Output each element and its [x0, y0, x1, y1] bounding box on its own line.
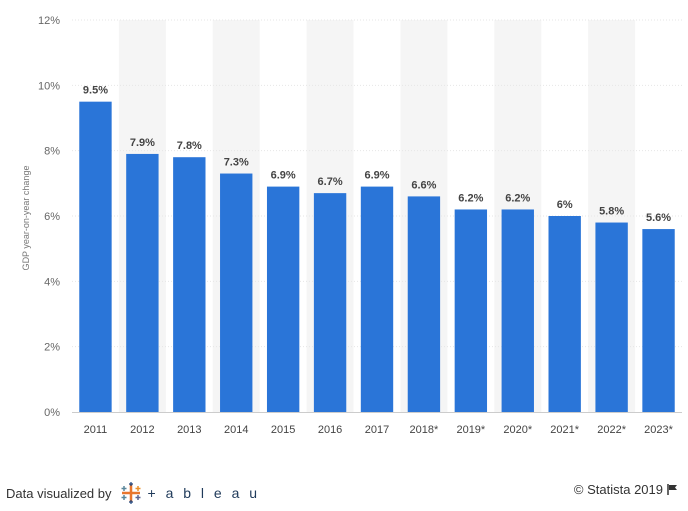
data-label: 6.7%: [318, 176, 343, 188]
bar: [79, 101, 112, 413]
bar: [548, 216, 581, 412]
data-label: 6.9%: [271, 170, 296, 182]
data-label: 9.5%: [83, 85, 108, 97]
y-tick-label: 6%: [44, 211, 60, 223]
bar: [313, 193, 347, 412]
data-label: 6.9%: [364, 170, 389, 182]
bar: [220, 173, 253, 412]
bar: [642, 229, 675, 412]
bars: [79, 101, 675, 413]
x-tick-label: 2017: [365, 424, 389, 436]
x-tick-label: 2023*: [644, 424, 673, 436]
data-label: 6.2%: [458, 192, 483, 204]
y-tick-label: 10%: [38, 80, 60, 92]
x-tick-label: 2021*: [550, 424, 579, 436]
x-tick-label: 2019*: [456, 424, 485, 436]
y-axis-label: GDP year-on-year change: [21, 166, 31, 271]
bar: [501, 209, 534, 412]
y-tick-label: 8%: [44, 146, 60, 158]
x-tick-label: 2020*: [503, 424, 532, 436]
tableau-wordmark: + a b l e a u: [147, 485, 261, 501]
x-tick-label: 2012: [130, 424, 154, 436]
flag-icon: [667, 484, 677, 495]
y-tick-label: 0%: [44, 407, 60, 419]
bar: [266, 186, 300, 412]
data-label: 7.9%: [130, 137, 155, 149]
x-tick-label: 2013: [177, 424, 201, 436]
bar: [407, 196, 441, 412]
copyright-text: © Statista 2019: [573, 482, 663, 497]
tableau-credit[interactable]: Data visualized by + a b l e a u: [6, 482, 260, 504]
bar: [126, 153, 159, 412]
data-label: 5.8%: [599, 206, 624, 218]
data-label: 6%: [557, 199, 573, 211]
statista-credit[interactable]: © Statista 2019: [574, 482, 678, 497]
x-tick-label: 2022*: [597, 424, 626, 436]
y-tick-label: 12%: [38, 15, 60, 27]
data-labels: 9.5% 7.9% 7.8% 7.3% 6.9% 6.7% 6.9% 6.6% 6.2% 6.2%…: [83, 85, 671, 224]
grid-lines: [72, 19, 682, 413]
bar: [173, 157, 206, 412]
x-tick-label: 2016: [318, 424, 342, 436]
x-tick-label: 2015: [271, 424, 295, 436]
bar: [454, 209, 488, 412]
data-label: 5.6%: [646, 212, 671, 224]
tableau-cross-icon: [121, 482, 140, 504]
data-label: 7.8%: [177, 140, 202, 152]
bar-chart: 0% 2% 4% 6% 8% 10% 12% 9.5% 7.9% 7.8% 7.3% 6.9% 6.7…: [21, 15, 682, 436]
y-tick-label: 4%: [44, 276, 60, 288]
data-label: 6.2%: [505, 192, 530, 204]
x-tick-label: 2014: [224, 424, 248, 436]
x-tick-label: 2018*: [410, 424, 439, 436]
x-axis-ticks: 2011 2012 2013 2014 2015 2016 2017 2018* 2019* 20…: [84, 424, 674, 436]
data-label: 7.3%: [224, 157, 249, 169]
y-axis-ticks: 0% 2% 4% 6% 8% 10% 12%: [38, 15, 60, 419]
bar: [595, 222, 628, 412]
x-tick-label: 2011: [84, 424, 108, 436]
bar: [360, 186, 394, 412]
data-label: 6.6%: [411, 179, 436, 191]
data-visualized-by-text: Data visualized by: [6, 485, 112, 501]
tableau-logo: + a b l e a u: [118, 482, 261, 504]
y-tick-label: 2%: [44, 342, 60, 354]
